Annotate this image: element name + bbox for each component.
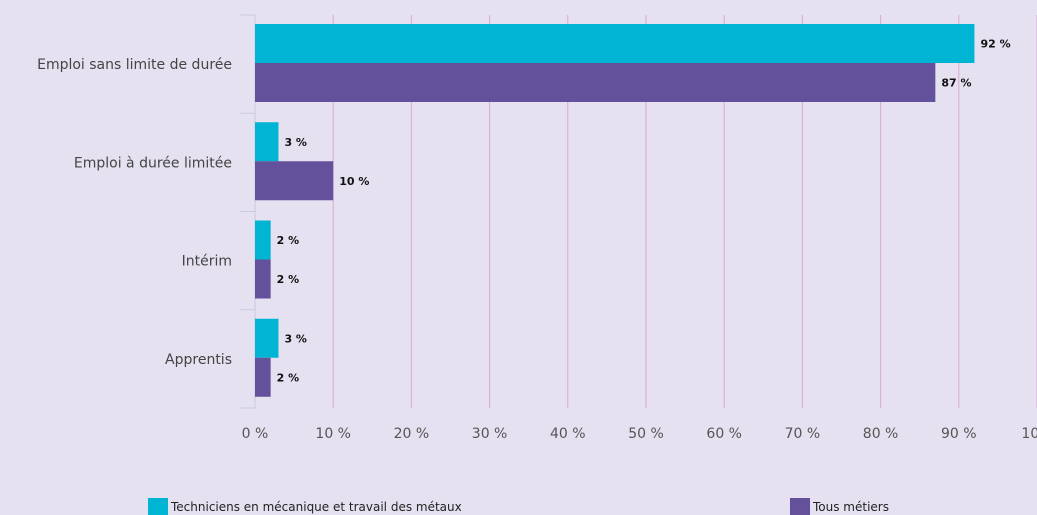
data-label-apprentis-series-2: 2 % bbox=[277, 371, 300, 384]
data-label-emploi-sans-limite-de-duree-series-2: 87 % bbox=[941, 77, 971, 90]
bar-interim-series-1 bbox=[255, 220, 271, 260]
x-tick-label-2: 20 % bbox=[394, 426, 430, 442]
data-label-interim-series-2: 2 % bbox=[277, 273, 300, 286]
legend-label-techniciens: Techniciens en mécanique et travail des … bbox=[171, 499, 462, 514]
bar-apprentis-series-2 bbox=[255, 357, 271, 397]
category-label-apprentis: Apprentis bbox=[165, 352, 232, 368]
x-tick-label-10: 10... bbox=[1021, 426, 1037, 442]
data-label-emploi-sans-limite-de-duree-series-1: 92 % bbox=[980, 38, 1010, 51]
bar-emploi-sans-limite-de-duree-series-1 bbox=[255, 24, 975, 63]
legend-swatch-techniciens bbox=[148, 498, 168, 515]
x-tick-label-4: 40 % bbox=[550, 426, 586, 442]
x-tick-label-9: 90 % bbox=[941, 426, 977, 442]
legend-item-tous-metiers[interactable]: Tous métiers bbox=[790, 498, 889, 515]
x-tick-label-7: 70 % bbox=[785, 426, 821, 442]
x-tick-label-5: 50 % bbox=[628, 426, 664, 442]
x-tick-label-6: 60 % bbox=[706, 426, 742, 442]
bar-emploi-sans-limite-de-duree-series-2 bbox=[255, 63, 936, 102]
x-tick-label-1: 10 % bbox=[315, 426, 351, 442]
x-tick-label-0: 0 % bbox=[242, 426, 269, 442]
data-label-interim-series-1: 2 % bbox=[277, 234, 300, 247]
bar-apprentis-series-1 bbox=[255, 318, 279, 358]
category-label-emploi-sans-limite-de-duree: Emploi sans limite de durée bbox=[37, 57, 232, 73]
legend-swatch-tous-metiers bbox=[790, 498, 810, 515]
bar-interim-series-2 bbox=[255, 259, 271, 299]
bar-emploi-a-duree-limitee-series-1 bbox=[255, 122, 279, 162]
legend-label-tous-metiers: Tous métiers bbox=[813, 499, 889, 514]
data-label-emploi-a-duree-limitee-series-2: 10 % bbox=[339, 175, 369, 188]
bar-emploi-a-duree-limitee-series-2 bbox=[255, 161, 334, 201]
category-label-emploi-a-duree-limitee: Emploi à durée limitée bbox=[74, 155, 232, 171]
x-tick-label-3: 30 % bbox=[472, 426, 508, 442]
legend-item-techniciens[interactable]: Techniciens en mécanique et travail des … bbox=[148, 498, 462, 515]
data-label-emploi-a-duree-limitee-series-1: 3 % bbox=[284, 136, 307, 149]
data-label-apprentis-series-1: 3 % bbox=[284, 332, 307, 345]
x-tick-label-8: 80 % bbox=[863, 426, 899, 442]
category-label-interim: Intérim bbox=[182, 254, 232, 270]
